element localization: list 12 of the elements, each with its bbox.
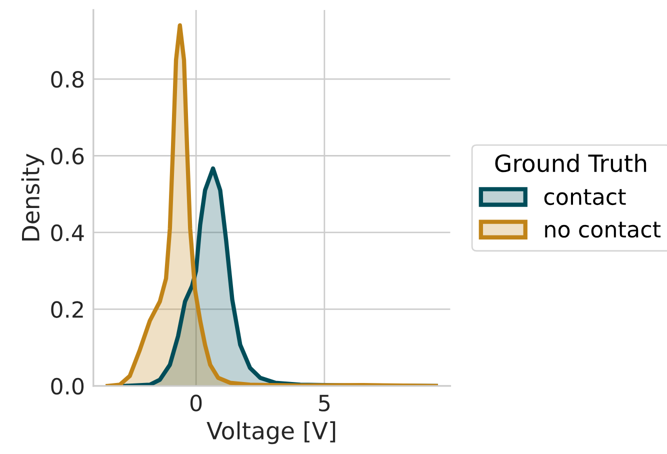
x-axis-title: Voltage [V] (206, 421, 336, 444)
y-tick-label: 0.0 (51, 378, 84, 395)
y-tick-label: 0.2 (51, 301, 83, 318)
y-axis-title: Density (21, 154, 44, 241)
y-tick-label: 0.6 (51, 148, 84, 165)
y-tick-label: 0.8 (51, 70, 84, 88)
y-tick-label: 0.4 (51, 224, 84, 242)
legend-label: no contact (545, 222, 661, 238)
legend-title: Ground Truth (495, 154, 646, 172)
x-tick-label: 0 (190, 394, 202, 412)
x-tick-label: 5 (319, 394, 330, 412)
legend-label: contact (544, 189, 626, 206)
